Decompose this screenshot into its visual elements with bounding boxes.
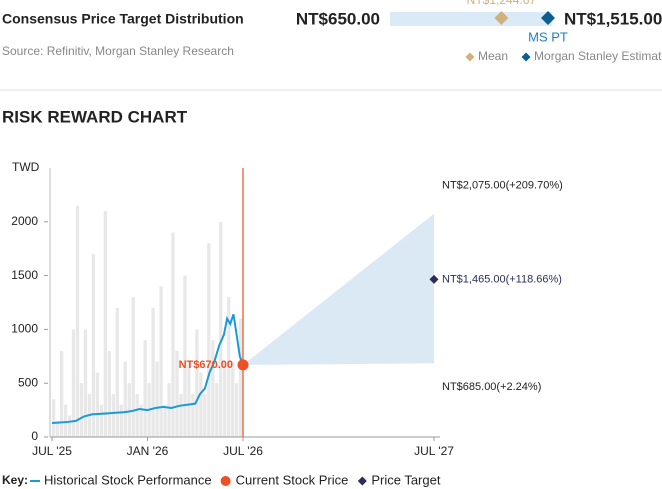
y-tick-label: 2000 — [11, 214, 38, 228]
current-point — [237, 359, 249, 371]
legend-title: Key: — [2, 473, 28, 487]
high-label: NT$1,515.00 — [564, 9, 662, 28]
legend-label: Morgan Stanley Estimates — [534, 49, 662, 63]
background-bar — [187, 361, 191, 437]
background-bar — [219, 221, 223, 437]
background-bar — [107, 350, 112, 437]
low-label: NT$650.00 — [296, 9, 380, 28]
background-bar — [195, 329, 199, 437]
background-bar — [75, 205, 80, 437]
key-dot — [220, 476, 231, 486]
y-axis-label: TWD — [12, 160, 40, 174]
background-bar — [127, 383, 131, 437]
target-label: NT$685.00(+2.24%) — [442, 381, 541, 393]
background-bar — [163, 404, 167, 437]
background-bar — [79, 383, 84, 437]
background-bar — [231, 361, 235, 437]
background-bar — [191, 393, 195, 437]
background-bar — [91, 254, 96, 437]
y-tick-label: 1000 — [11, 322, 38, 336]
mean-marker — [494, 11, 509, 25]
key-label: Historical Stock Performance — [44, 472, 212, 487]
background-bar — [99, 404, 104, 437]
mean-label: NT$1,244.67 — [467, 0, 537, 7]
background-bar — [223, 361, 227, 437]
legend-marker — [521, 52, 531, 62]
range-bar — [390, 12, 552, 26]
background-bar — [215, 383, 219, 437]
background-bar — [171, 232, 175, 437]
background-bar — [183, 275, 187, 437]
background-bar — [203, 393, 207, 437]
consensus-title: Consensus Price Target Distribution — [2, 11, 244, 27]
background-bar — [239, 318, 243, 437]
background-bar — [175, 350, 179, 437]
price-line — [51, 314, 244, 425]
background-bar — [151, 307, 155, 437]
current-label: NT$670.00 — [179, 359, 233, 371]
key-label: Price Target — [371, 472, 441, 487]
background-bar — [63, 404, 68, 437]
background-bar — [71, 329, 76, 437]
background-bar — [211, 340, 215, 437]
y-tick-label: 500 — [18, 375, 38, 389]
y-tick-label: 1500 — [11, 268, 38, 282]
background-bar — [123, 361, 127, 437]
legend-marker — [465, 52, 475, 62]
background-bar — [59, 350, 64, 437]
background-bar — [139, 404, 143, 437]
background-bar — [135, 393, 139, 437]
key-label: Current Stock Price — [236, 472, 349, 487]
target-marker — [429, 274, 439, 284]
background-bar — [95, 372, 100, 437]
source: Source: Refinitiv, Morgan Stanley Resear… — [2, 44, 234, 58]
background-bar — [143, 340, 147, 437]
legend-label: Mean — [478, 49, 508, 63]
key-diamond — [357, 476, 367, 486]
background-bar — [111, 393, 115, 437]
background-bar — [52, 399, 56, 437]
x-tick-label: JUL '25 — [32, 444, 72, 458]
background-bar — [227, 297, 231, 437]
x-tick-label: JAN '26 — [127, 444, 169, 458]
background-bar — [67, 415, 72, 437]
ms-pt-marker — [541, 11, 555, 25]
background-bar — [55, 420, 60, 437]
background-bar — [115, 307, 119, 437]
background-bar — [167, 383, 171, 437]
background-bar — [179, 393, 183, 437]
background-bar — [103, 211, 108, 437]
ms-pt-label: MS PT — [528, 29, 568, 44]
background-bar — [131, 297, 135, 437]
target-label: NT$2,075.00(+209.70%) — [442, 180, 563, 192]
background-bar — [83, 329, 88, 437]
y-tick-label: 0 — [31, 429, 38, 443]
target-range — [243, 213, 434, 365]
x-tick-label: JUL '27 — [414, 444, 454, 458]
x-tick-label: JUL '26 — [223, 444, 263, 458]
background-bar — [159, 286, 163, 437]
target-label: NT$1,465.00(+118.66%) — [442, 273, 562, 285]
background-bar — [207, 243, 211, 437]
background-bar — [155, 361, 159, 437]
chart-title: RISK REWARD CHART — [2, 107, 188, 126]
background-bar — [119, 404, 123, 437]
background-bar — [235, 383, 239, 437]
background-bar — [199, 372, 203, 437]
